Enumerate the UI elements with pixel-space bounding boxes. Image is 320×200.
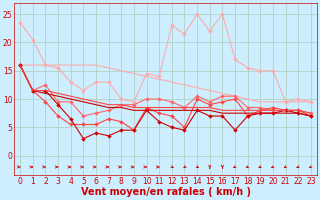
X-axis label: Vent moyen/en rafales ( km/h ): Vent moyen/en rafales ( km/h ): [81, 187, 251, 197]
